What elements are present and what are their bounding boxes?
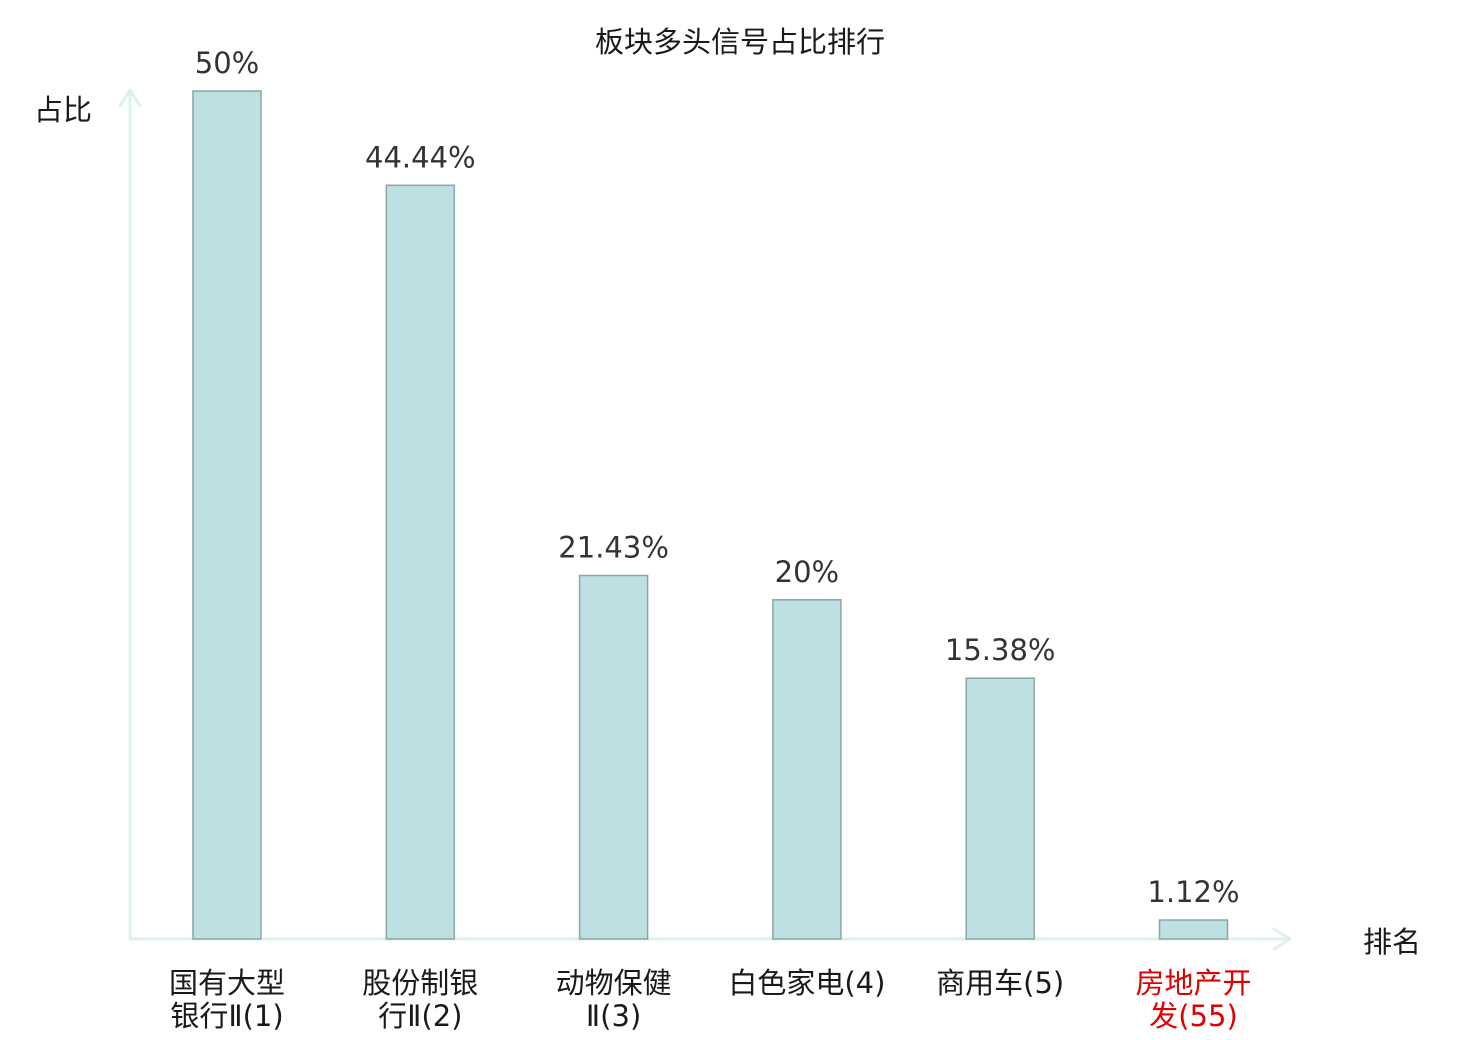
bar [578,574,649,940]
x-tick-label: 房地产开 [1135,966,1251,1000]
x-axis-arrow-icon [1272,927,1292,951]
bar [965,677,1035,940]
data-label: 15.38% [945,633,1056,667]
data-label: 21.43% [558,531,669,565]
x-tick-label: 白色家电(4) [728,966,885,1000]
bar [772,599,842,940]
x-tick-label: Ⅱ(3) [586,999,641,1033]
x-tick-label: 动物保健 [556,966,672,1000]
x-tick-label: 发(55) [1149,999,1238,1033]
axes [118,88,1292,951]
bar [1158,919,1229,940]
bar [385,184,456,940]
x-tick-label: 行Ⅱ(2) [378,999,462,1033]
chart-title: 板块多头信号占比排行 [595,25,885,59]
data-label: 50% [195,46,259,80]
x-axis-label: 排名 [1363,925,1421,959]
bars [192,90,1229,940]
data-label: 44.44% [365,140,476,174]
data-label: 1.12% [1147,875,1239,909]
y-axis-arrow-icon [118,88,142,108]
x-tick-label: 股份制银 [362,966,478,1000]
bar [192,90,262,940]
x-tick-label: 商用车(5) [936,966,1064,1000]
data-label: 20% [775,555,839,589]
x-tick-label: 银行Ⅱ(1) [170,999,283,1033]
value-labels: 50% 44.44% 21.43% 20% 15.38% 1.12% [195,46,1240,909]
y-axis-label: 占比 [34,93,92,127]
x-tick-label: 国有大型 [169,966,285,1000]
